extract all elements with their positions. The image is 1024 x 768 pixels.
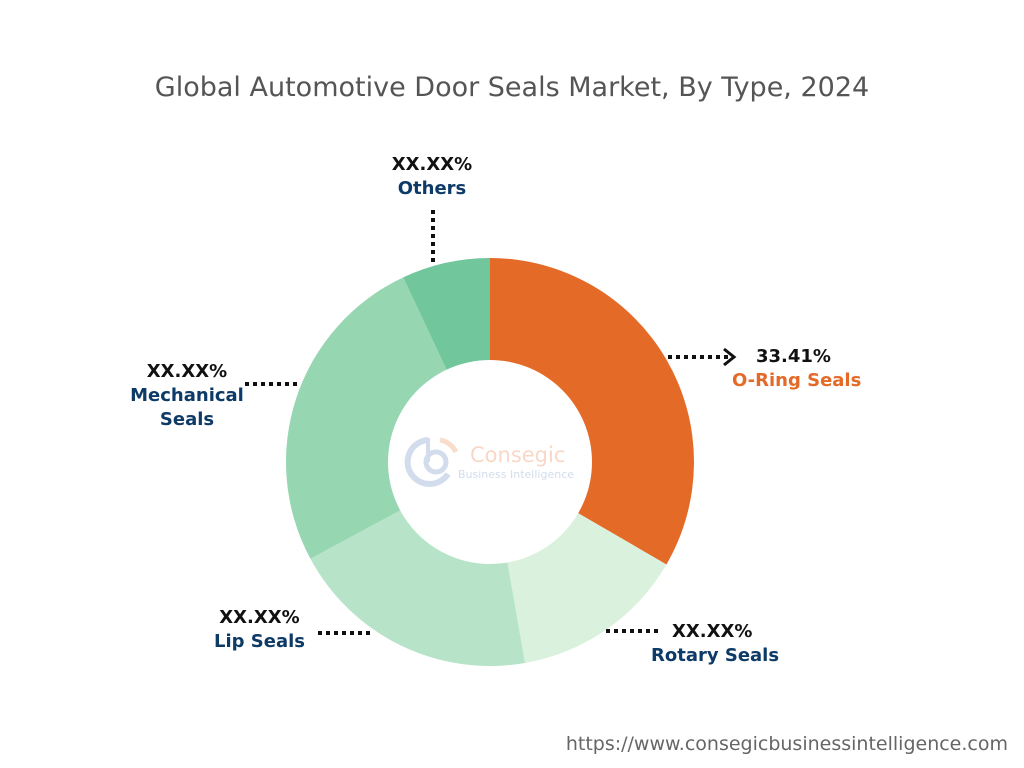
label-mechanical-value: XX.XX%: [146, 361, 228, 382]
chart-title: Global Automotive Door Seals Market, By …: [154, 72, 870, 103]
label-others-value: XX.XX%: [391, 154, 473, 175]
label-lip-name: Lip Seals: [214, 631, 305, 652]
logo-ring: [423, 449, 449, 475]
logo-arc: [404, 437, 451, 487]
label-mechanical-name: Mechanical Seals: [130, 385, 244, 430]
label-rotary-name: Rotary Seals: [651, 645, 780, 666]
label-rotary-value: XX.XX%: [672, 621, 753, 642]
logo-brand: Consegic: [470, 443, 565, 467]
label-oring-name: O-Ring Seals: [732, 370, 862, 391]
logo-accent: [439, 437, 459, 454]
label-oring-value: 33.41%: [756, 346, 831, 367]
consegic-logo: Consegic Business Intelligence: [404, 437, 574, 487]
label-mechanical: XX.XX% Mechanical Seals: [100, 360, 274, 432]
label-lip: XX.XX% Lip Seals: [214, 606, 305, 654]
arrow-icon: [723, 347, 737, 367]
label-others: XX.XX% Others: [380, 153, 484, 201]
label-oring: 33.41% O-Ring Seals: [732, 345, 861, 393]
leader-lines: [245, 210, 730, 635]
label-lip-value: XX.XX%: [219, 607, 300, 628]
donut-hole: [388, 360, 592, 564]
label-rotary: XX.XX% Rotary Seals: [651, 620, 779, 668]
source-url[interactable]: https://www.consegicbusinessintelligence…: [565, 733, 1008, 755]
label-others-name: Others: [397, 178, 467, 199]
logo-tagline: Business Intelligence: [458, 468, 574, 481]
